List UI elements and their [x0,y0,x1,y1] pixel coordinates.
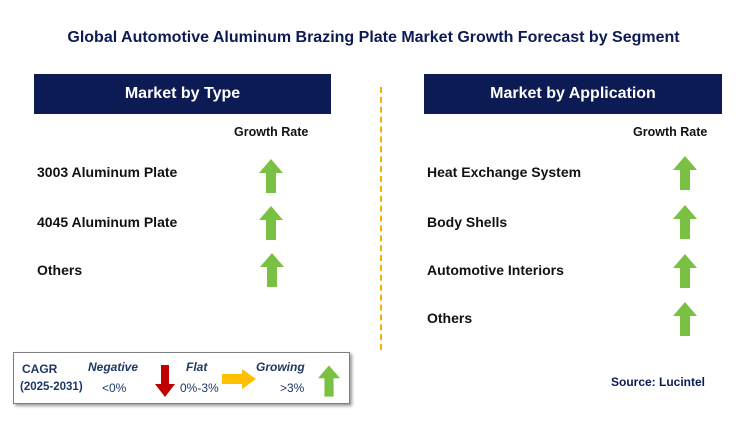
application-item-body-shells: Body Shells [427,214,508,230]
growth-up-arrow-icon [673,156,697,190]
growth-up-arrow-icon [259,206,283,240]
cagr-legend: CAGR (2025-2031) Negative <0% Flat 0%-3%… [13,352,350,404]
market-by-type-label: Market by Type [124,85,241,102]
source-label: Source: Lucintel [611,375,706,389]
legend-period-label: (2025-2031) [20,381,83,393]
legend-negative-value: <0% [102,381,127,395]
type-item-4045: 4045 Aluminum Plate [37,214,178,230]
legend-flat-label: Flat [186,360,208,374]
application-growth-rate-label: Growth Rate [633,125,708,139]
legend-flat-value: 0%-3% [180,381,219,395]
application-item-heat-exchange: Heat Exchange System [427,164,582,180]
legend-cagr-label: CAGR [22,362,58,376]
growth-up-arrow-icon [673,205,697,239]
growth-up-arrow-icon [673,254,697,288]
negative-down-arrow-icon [155,365,175,397]
legend-growing-label: Growing [256,360,305,374]
application-item-others: Others [427,310,473,326]
market-by-application-label: Market by Application [490,85,656,102]
growth-up-arrow-icon [259,159,283,193]
type-item-3003: 3003 Aluminum Plate [37,164,178,180]
market-by-type-header: Market by Type [34,74,331,114]
type-growth-rate-label: Growth Rate [234,125,309,139]
type-item-others: Others [37,262,83,278]
divider [380,87,382,350]
market-by-application-header: Market by Application [424,74,722,114]
page-title: Global Automotive Aluminum Brazing Plate… [67,29,680,46]
application-item-automotive-interiors: Automotive Interiors [427,262,564,278]
flat-right-arrow-icon [222,369,256,389]
legend-negative-label: Negative [88,360,139,374]
growth-up-arrow-icon [673,302,697,336]
growth-up-arrow-icon [260,253,284,287]
growing-up-arrow-icon [318,365,340,397]
legend-growing-value: >3% [280,381,305,395]
